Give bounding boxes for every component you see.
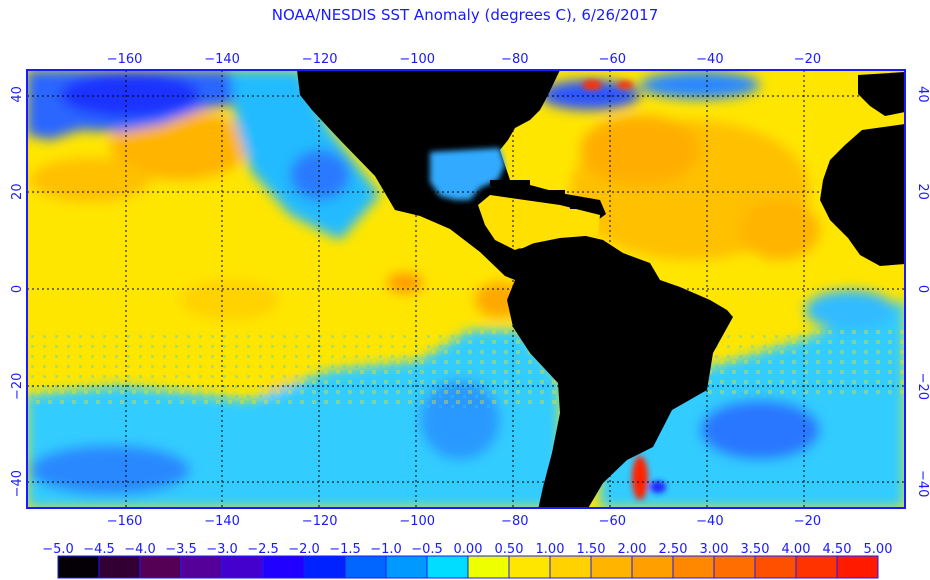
lon-tick-label-top: −80: [501, 52, 528, 67]
colorbar-swatch: [795, 555, 838, 579]
colorbar-label: 4.00: [782, 542, 811, 557]
colorbar-swatch: [139, 555, 182, 579]
colorbar-swatch: [303, 555, 346, 579]
lon-tick-label-bottom: −140: [204, 514, 240, 529]
lon-tick-label-top: −140: [204, 52, 240, 67]
lon-tick-label-top: −120: [302, 52, 338, 67]
colorbar-label: −3.5: [165, 542, 197, 557]
colorbar-label: 3.00: [700, 542, 729, 557]
colorbar-swatch: [221, 555, 264, 579]
lat-tick-label-left: 0: [10, 285, 25, 293]
lon-tick-label-bottom: −80: [501, 514, 528, 529]
colorbar-label: 5.00: [864, 542, 893, 557]
colorbar-label: −1.0: [370, 542, 402, 557]
colorbar-label: 0.50: [495, 542, 524, 557]
ocean-anomaly-field: [27, 70, 905, 508]
lon-tick-label-bottom: −20: [794, 514, 821, 529]
lat-tick-label-left: 40: [10, 86, 25, 103]
colorbar-label: −1.5: [329, 542, 361, 557]
colorbar-label: −3.0: [206, 542, 238, 557]
colorbar-swatch: [262, 555, 305, 579]
axis-ticks: −160 −160 −140 −140 −120 −120 −100 −100 −80 −80 −6…: [10, 52, 930, 529]
colorbar-label: 1.00: [536, 542, 565, 557]
colorbar-label: −4.5: [83, 542, 115, 557]
colorbar-swatch: [426, 555, 469, 579]
gulf-of-mexico: [430, 148, 505, 200]
lon-tick-label-bottom: −120: [302, 514, 338, 529]
colorbar-swatch: [508, 555, 551, 579]
lon-tick-label-top: −160: [107, 52, 143, 67]
colorbar-label: −2.5: [247, 542, 279, 557]
colorbar-label: 1.50: [577, 542, 606, 557]
colorbar-label: 4.50: [823, 542, 852, 557]
colorbar-swatch: [590, 555, 633, 579]
caribbean-islands: [490, 180, 590, 209]
lat-tick-label-right: 40: [915, 86, 930, 103]
lon-tick-label-bottom: −160: [107, 514, 143, 529]
lat-tick-label-left: −40: [10, 470, 25, 497]
south-america: [507, 233, 733, 508]
colorbar-label: 2.00: [618, 542, 647, 557]
colorbar-swatch: [57, 555, 100, 579]
colorbar-swatch: [98, 555, 141, 579]
africa: [820, 124, 905, 266]
lat-tick-label-right: −20: [915, 373, 930, 400]
colorbar-swatch: [713, 555, 756, 579]
caribbean-sea: [478, 195, 600, 250]
colorbar-swatch: [385, 555, 428, 579]
graticule: [27, 70, 905, 508]
colorbar-label: −5.0: [42, 542, 74, 557]
lat-tick-label-left: 20: [10, 183, 25, 200]
lat-tick-label-right: −40: [915, 470, 930, 497]
map-title: NOAA/NESDIS SST Anomaly (degrees C), 6/2…: [271, 6, 659, 24]
colorbar: −5.0 −4.5 −4.0 −3.5 −3.0 −2.5 −2.0 −1.5 −1.0 −0.5…: [42, 542, 893, 579]
colorbar-swatch: [344, 555, 387, 579]
colorbar-label: 3.50: [741, 542, 770, 557]
lon-tick-label-bottom: −60: [599, 514, 626, 529]
lon-tick-label-top: −60: [599, 52, 626, 67]
lat-tick-label-right: 0: [915, 285, 930, 293]
lon-tick-label-bottom: −40: [696, 514, 723, 529]
colorbar-swatch: [754, 555, 797, 579]
colorbar-label: −2.0: [288, 542, 320, 557]
lon-tick-label-top: −40: [696, 52, 723, 67]
colorbar-label: −0.5: [411, 542, 443, 557]
colorbar-label: −4.0: [124, 542, 156, 557]
colorbar-swatch: [180, 555, 223, 579]
colorbar-swatch: [836, 555, 879, 579]
europe: [858, 72, 905, 116]
lat-tick-label-left: −20: [10, 373, 25, 400]
lat-tick-label-right: 20: [915, 183, 930, 200]
colorbar-swatch: [467, 555, 510, 579]
lon-tick-label-top: −20: [794, 52, 821, 67]
colorbar-label: 0.00: [454, 542, 483, 557]
colorbar-swatch: [631, 555, 674, 579]
lon-tick-label-top: −100: [399, 52, 435, 67]
colorbar-swatch: [549, 555, 592, 579]
colorbar-label: 2.50: [659, 542, 688, 557]
map-frame: [26, 69, 906, 509]
colorbar-swatch: [672, 555, 715, 579]
lon-tick-label-bottom: −100: [399, 514, 435, 529]
